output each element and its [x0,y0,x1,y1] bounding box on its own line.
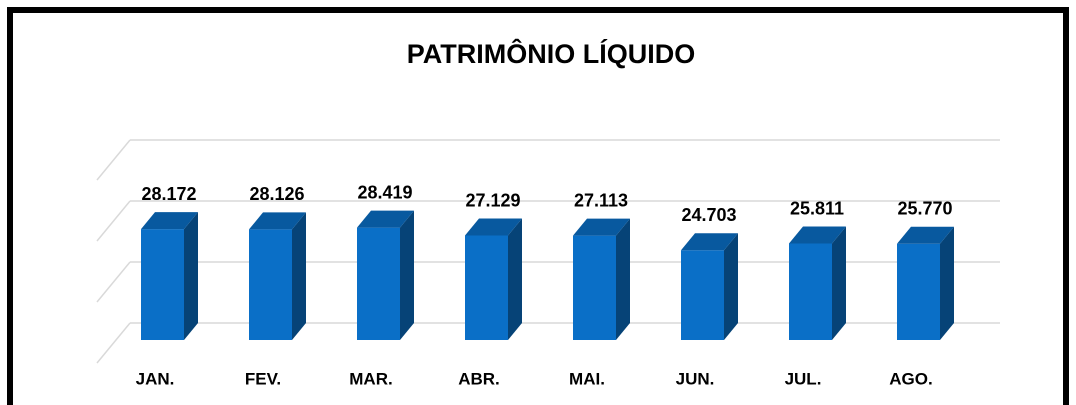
x-tick-label: AGO. [889,369,932,388]
data-label: 24.703 [681,205,736,225]
bar [573,218,630,340]
bar-side [724,233,738,340]
bar-front [249,229,292,340]
bar-top [141,212,198,230]
bar-front [465,235,508,340]
x-tick-label: ABR. [458,369,500,388]
chart-title: PATRIMÔNIO LÍQUIDO [407,38,695,69]
bar-top [465,218,522,236]
x-tick-label: JAN. [136,369,175,388]
bar-side [832,226,846,340]
grid-line [96,200,131,242]
bar-top [249,212,306,230]
bar-front [897,243,940,340]
bar-side [940,226,954,340]
bar-top [681,233,738,251]
bar-top [573,218,630,236]
bar-side [292,212,306,340]
data-label: 25.811 [790,198,844,218]
bar-side [400,210,414,340]
data-label: 28.419 [357,182,412,202]
x-tick-label: MAI. [569,369,605,388]
x-tick-label: JUL. [785,369,822,388]
bar [357,210,414,340]
bar-side [184,212,198,340]
bar-top [897,226,954,244]
bar-front [141,229,184,340]
bar-front [681,250,724,340]
bar-side [616,218,630,340]
grid-line [96,261,131,303]
bar-top [357,210,414,228]
x-tick-label: JUN. [676,369,715,388]
grid-line [96,322,131,364]
bar [897,226,954,340]
grid-line [96,139,131,181]
bar [141,212,198,340]
data-label: 28.126 [249,184,304,204]
data-label: 27.129 [465,190,520,210]
bar-side [508,218,522,340]
bar-front [357,227,400,340]
bar [789,226,846,340]
bar [465,218,522,340]
data-label: 28.172 [141,184,196,204]
bar-front [789,243,832,340]
bar-front [573,235,616,340]
data-label: 25.770 [897,199,952,219]
bar [681,233,738,340]
bar-top [789,226,846,244]
frame [7,7,1069,405]
x-tick-label: MAR. [349,369,392,388]
bar [249,212,306,340]
x-tick-label: FEV. [245,369,281,388]
data-label: 27.113 [574,190,628,210]
